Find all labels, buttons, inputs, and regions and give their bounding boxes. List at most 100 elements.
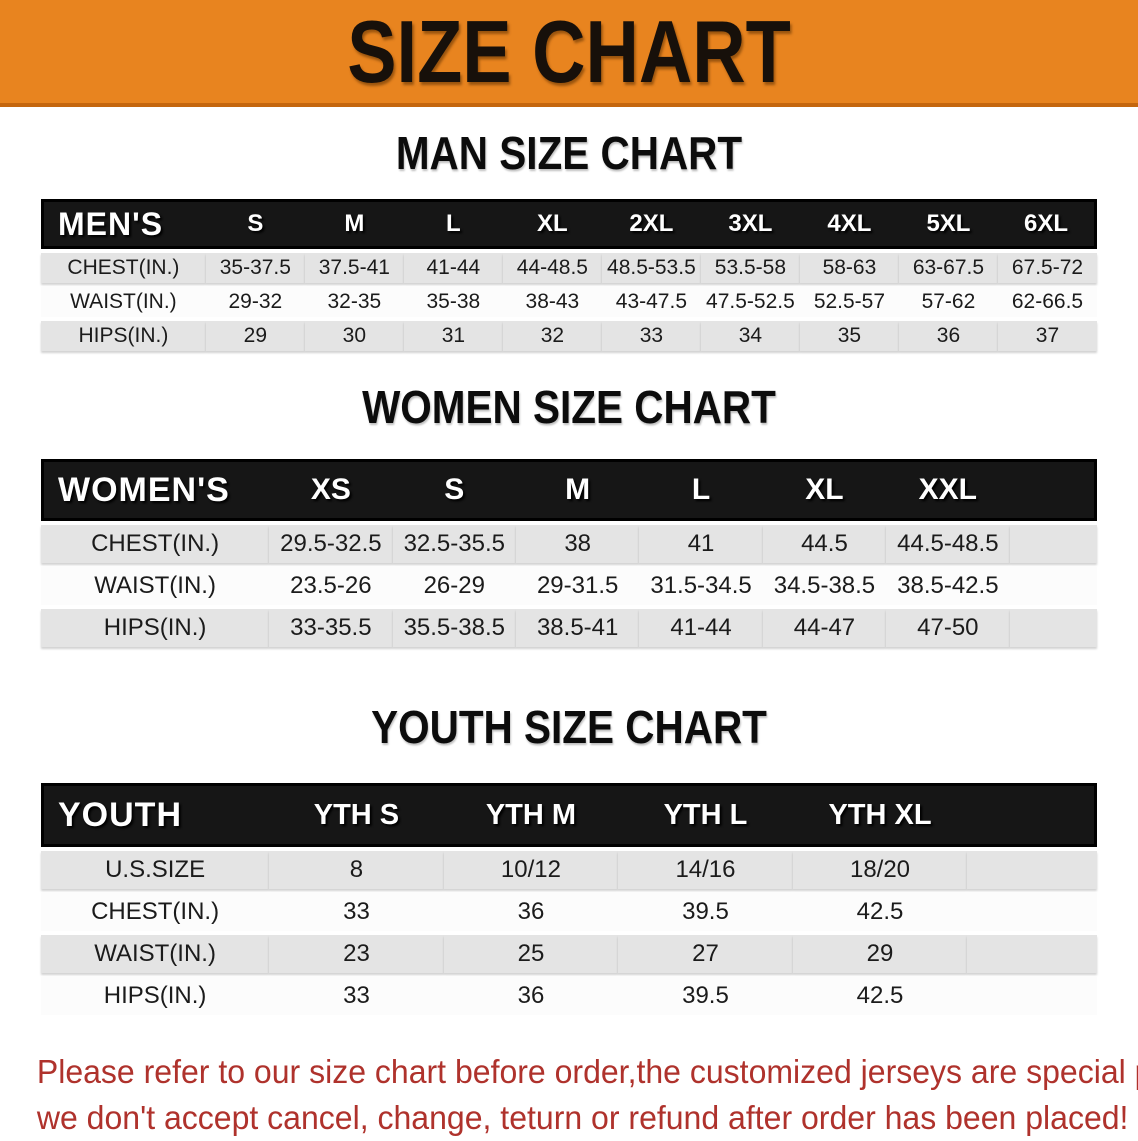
disclaimer-text: Please refer to our size chart before or…: [0, 1049, 1138, 1141]
measurement-value: 33: [601, 321, 701, 351]
measurement-value: 41-44: [403, 253, 503, 283]
measurement-row: WAIST(IN.) 29-32 32-35 35-38 38-43 43-47.5 47.…: [41, 287, 1097, 317]
filler-cell: [967, 893, 1097, 931]
measurement-row: WAIST(IN.) 23 25 27 29: [41, 935, 1097, 973]
measurement-value: 33: [269, 893, 444, 931]
youth-size-chart-title: YOUTH SIZE CHART: [371, 701, 767, 753]
measurement-value: 29: [205, 321, 305, 351]
size-column-header: S: [392, 459, 516, 521]
table-group-label: WOMEN'S: [41, 459, 270, 521]
measurement-value: 35-38: [403, 287, 503, 317]
size-column-header: XL: [502, 199, 602, 249]
filler-cell: [967, 783, 1097, 847]
measurement-value: 10/12: [443, 851, 619, 889]
measurement-value: 47.5-52.5: [700, 287, 800, 317]
disclaimer-line-2: we don't accept cancel, change, teturn o…: [36, 1099, 1129, 1136]
size-column-header: YTH S: [269, 783, 444, 847]
measurement-value: 36: [443, 977, 619, 1015]
size-chart-banner: SIZE CHART: [0, 0, 1138, 107]
measurement-value: 43-47.5: [601, 287, 701, 317]
size-column-header: XL: [762, 459, 887, 521]
measurement-label: HIPS(IN.): [41, 321, 206, 351]
measurement-value: 38.5-41: [515, 609, 640, 647]
table-header-row: YOUTH YTH S YTH M YTH L YTH XL: [41, 783, 1097, 847]
measurement-value: 67.5-72: [997, 253, 1097, 283]
filler-cell: [967, 935, 1097, 973]
filler-cell: [1009, 459, 1097, 521]
measurement-value: 62-66.5: [997, 287, 1097, 317]
measurement-value: 38: [515, 525, 640, 563]
measurement-label: HIPS(IN.): [41, 977, 270, 1015]
measurement-value: 18/20: [792, 851, 968, 889]
measurement-row: HIPS(IN.) 33 36 39.5 42.5: [41, 977, 1097, 1015]
measurement-value: 25: [443, 935, 619, 973]
measurement-value: 63-67.5: [898, 253, 998, 283]
measurement-value: 44.5-48.5: [886, 525, 1010, 563]
measurement-value: 30: [304, 321, 404, 351]
measurement-label: WAIST(IN.): [41, 567, 270, 605]
measurement-value: 57-62: [898, 287, 998, 317]
measurement-label: CHEST(IN.): [41, 525, 270, 563]
measurement-value: 58-63: [799, 253, 899, 283]
measurement-value: 14/16: [618, 851, 793, 889]
table-header-row: MEN'S S M L XL 2XL 3XL 4XL 5XL 6XL: [41, 199, 1097, 249]
measurement-row: U.S.SIZE 8 10/12 14/16 18/20: [41, 851, 1097, 889]
measurement-value: 42.5: [792, 977, 968, 1015]
measurement-value: 8: [269, 851, 444, 889]
measurement-value: 36: [898, 321, 998, 351]
measurement-value: 29.5-32.5: [269, 525, 393, 563]
measurement-value: 37: [997, 321, 1097, 351]
banner-title: SIZE CHART: [347, 2, 791, 101]
filler-cell: [1009, 525, 1097, 563]
measurement-value: 33: [269, 977, 444, 1015]
size-column-header: XS: [269, 459, 393, 521]
youth-size-table: YOUTH YTH S YTH M YTH L YTH XL U.S.SIZE 8 10/12…: [41, 779, 1097, 1019]
measurement-value: 35: [799, 321, 899, 351]
measurement-value: 32: [502, 321, 602, 351]
measurement-value: 32-35: [304, 287, 404, 317]
measurement-value: 53.5-58: [700, 253, 800, 283]
measurement-value: 34.5-38.5: [762, 567, 887, 605]
measurement-value: 52.5-57: [799, 287, 899, 317]
measurement-label: U.S.SIZE: [41, 851, 270, 889]
measurement-label: WAIST(IN.): [41, 935, 270, 973]
measurement-row: CHEST(IN.) 33 36 39.5 42.5: [41, 893, 1097, 931]
filler-cell: [967, 851, 1097, 889]
measurement-value: 32.5-35.5: [392, 525, 516, 563]
size-column-header: M: [515, 459, 640, 521]
measurement-value: 42.5: [792, 893, 968, 931]
measurement-value: 35-37.5: [205, 253, 305, 283]
size-column-header: 5XL: [898, 199, 998, 249]
disclaimer-line-1: Please refer to our size chart before or…: [36, 1053, 1138, 1090]
table-header-row: WOMEN'S XS S M L XL XXL: [41, 459, 1097, 521]
measurement-value: 38.5-42.5: [886, 567, 1010, 605]
measurement-row: CHEST(IN.) 29.5-32.5 32.5-35.5 38 41 44.5 44.5…: [41, 525, 1097, 563]
size-column-header: 6XL: [997, 199, 1097, 249]
size-column-header: S: [205, 199, 305, 249]
size-column-header: YTH L: [618, 783, 793, 847]
measurement-value: 29: [792, 935, 968, 973]
measurement-value: 48.5-53.5: [601, 253, 701, 283]
women-size-chart-title: WOMEN SIZE CHART: [362, 381, 776, 433]
table-group-label: MEN'S: [41, 199, 206, 249]
measurement-row: HIPS(IN.) 33-35.5 35.5-38.5 38.5-41 41-44 44-…: [41, 609, 1097, 647]
size-column-header: 3XL: [700, 199, 800, 249]
measurement-row: HIPS(IN.) 29 30 31 32 33 34 35 36 37: [41, 321, 1097, 351]
measurement-value: 29-32: [205, 287, 305, 317]
measurement-row: WAIST(IN.) 23.5-26 26-29 29-31.5 31.5-34.5 34…: [41, 567, 1097, 605]
size-column-header: YTH M: [443, 783, 619, 847]
measurement-value: 31: [403, 321, 503, 351]
measurement-label: HIPS(IN.): [41, 609, 270, 647]
measurement-value: 34: [700, 321, 800, 351]
measurement-row: CHEST(IN.) 35-37.5 37.5-41 41-44 44-48.5 48.5…: [41, 253, 1097, 283]
measurement-value: 44.5: [762, 525, 887, 563]
measurement-value: 36: [443, 893, 619, 931]
filler-cell: [1009, 609, 1097, 647]
filler-cell: [1009, 567, 1097, 605]
size-column-header: 4XL: [799, 199, 899, 249]
man-size-chart-title: MAN SIZE CHART: [395, 127, 743, 179]
size-column-header: L: [403, 199, 503, 249]
measurement-value: 23.5-26: [269, 567, 393, 605]
measurement-label: CHEST(IN.): [41, 893, 270, 931]
filler-cell: [967, 977, 1097, 1015]
